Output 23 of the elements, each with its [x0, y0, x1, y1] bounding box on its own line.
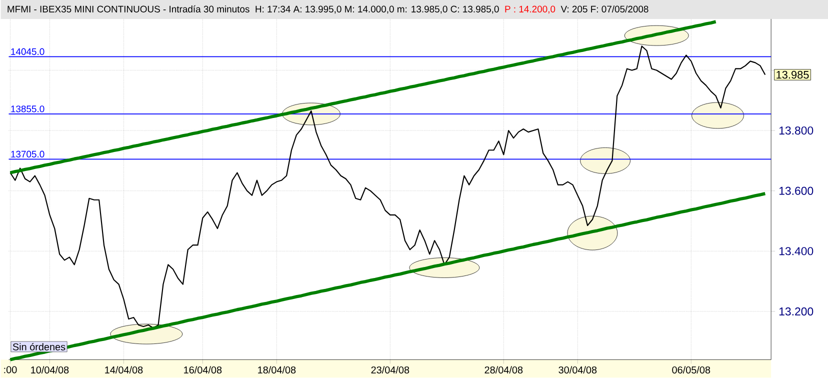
- chart-subtitle: H: 17:34 A: 13.995,0 M: 14.000,0 m: 13.985,0 C: 13.985,0: [256, 6, 499, 14]
- x-tick-label: 10/04/08: [31, 366, 69, 374]
- ref-line-label: 14045.0: [11, 48, 44, 56]
- annotation: Sin órdenes: [12, 343, 66, 351]
- x-tick-label: 28/04/08: [484, 366, 523, 374]
- text: P : 14.200,0: [505, 6, 556, 14]
- x-tick-label: 06/05/08: [672, 366, 710, 374]
- y-tick-label: 13.200: [779, 308, 814, 316]
- line-series: [8, 20, 718, 175]
- ref-line-label: 13855.0: [11, 106, 44, 112]
- ref-line-label: 13705.0: [11, 150, 44, 158]
- x-tick-label: :00: [4, 366, 17, 374]
- y-tick-label: 13.800: [779, 126, 814, 135]
- chart-title: MFMI - IBEX35 MINI CONTINUOUS - Intradía 30 minutos: [8, 6, 250, 13]
- x-tick-label: 23/04/08: [371, 366, 410, 374]
- x-tick-label: 30/04/08: [558, 366, 597, 374]
- x-tick-label: 16/04/08: [184, 366, 222, 374]
- x-tick-label: 14/04/08: [105, 366, 143, 374]
- x-tick-label: 18/04/08: [258, 366, 296, 374]
- text: 13.985: [776, 71, 809, 79]
- text: V: 205 F: 07/05/2008: [560, 6, 648, 13]
- y-tick-label: 13.600: [779, 186, 814, 196]
- y-tick-label: 13.400: [779, 247, 814, 256]
